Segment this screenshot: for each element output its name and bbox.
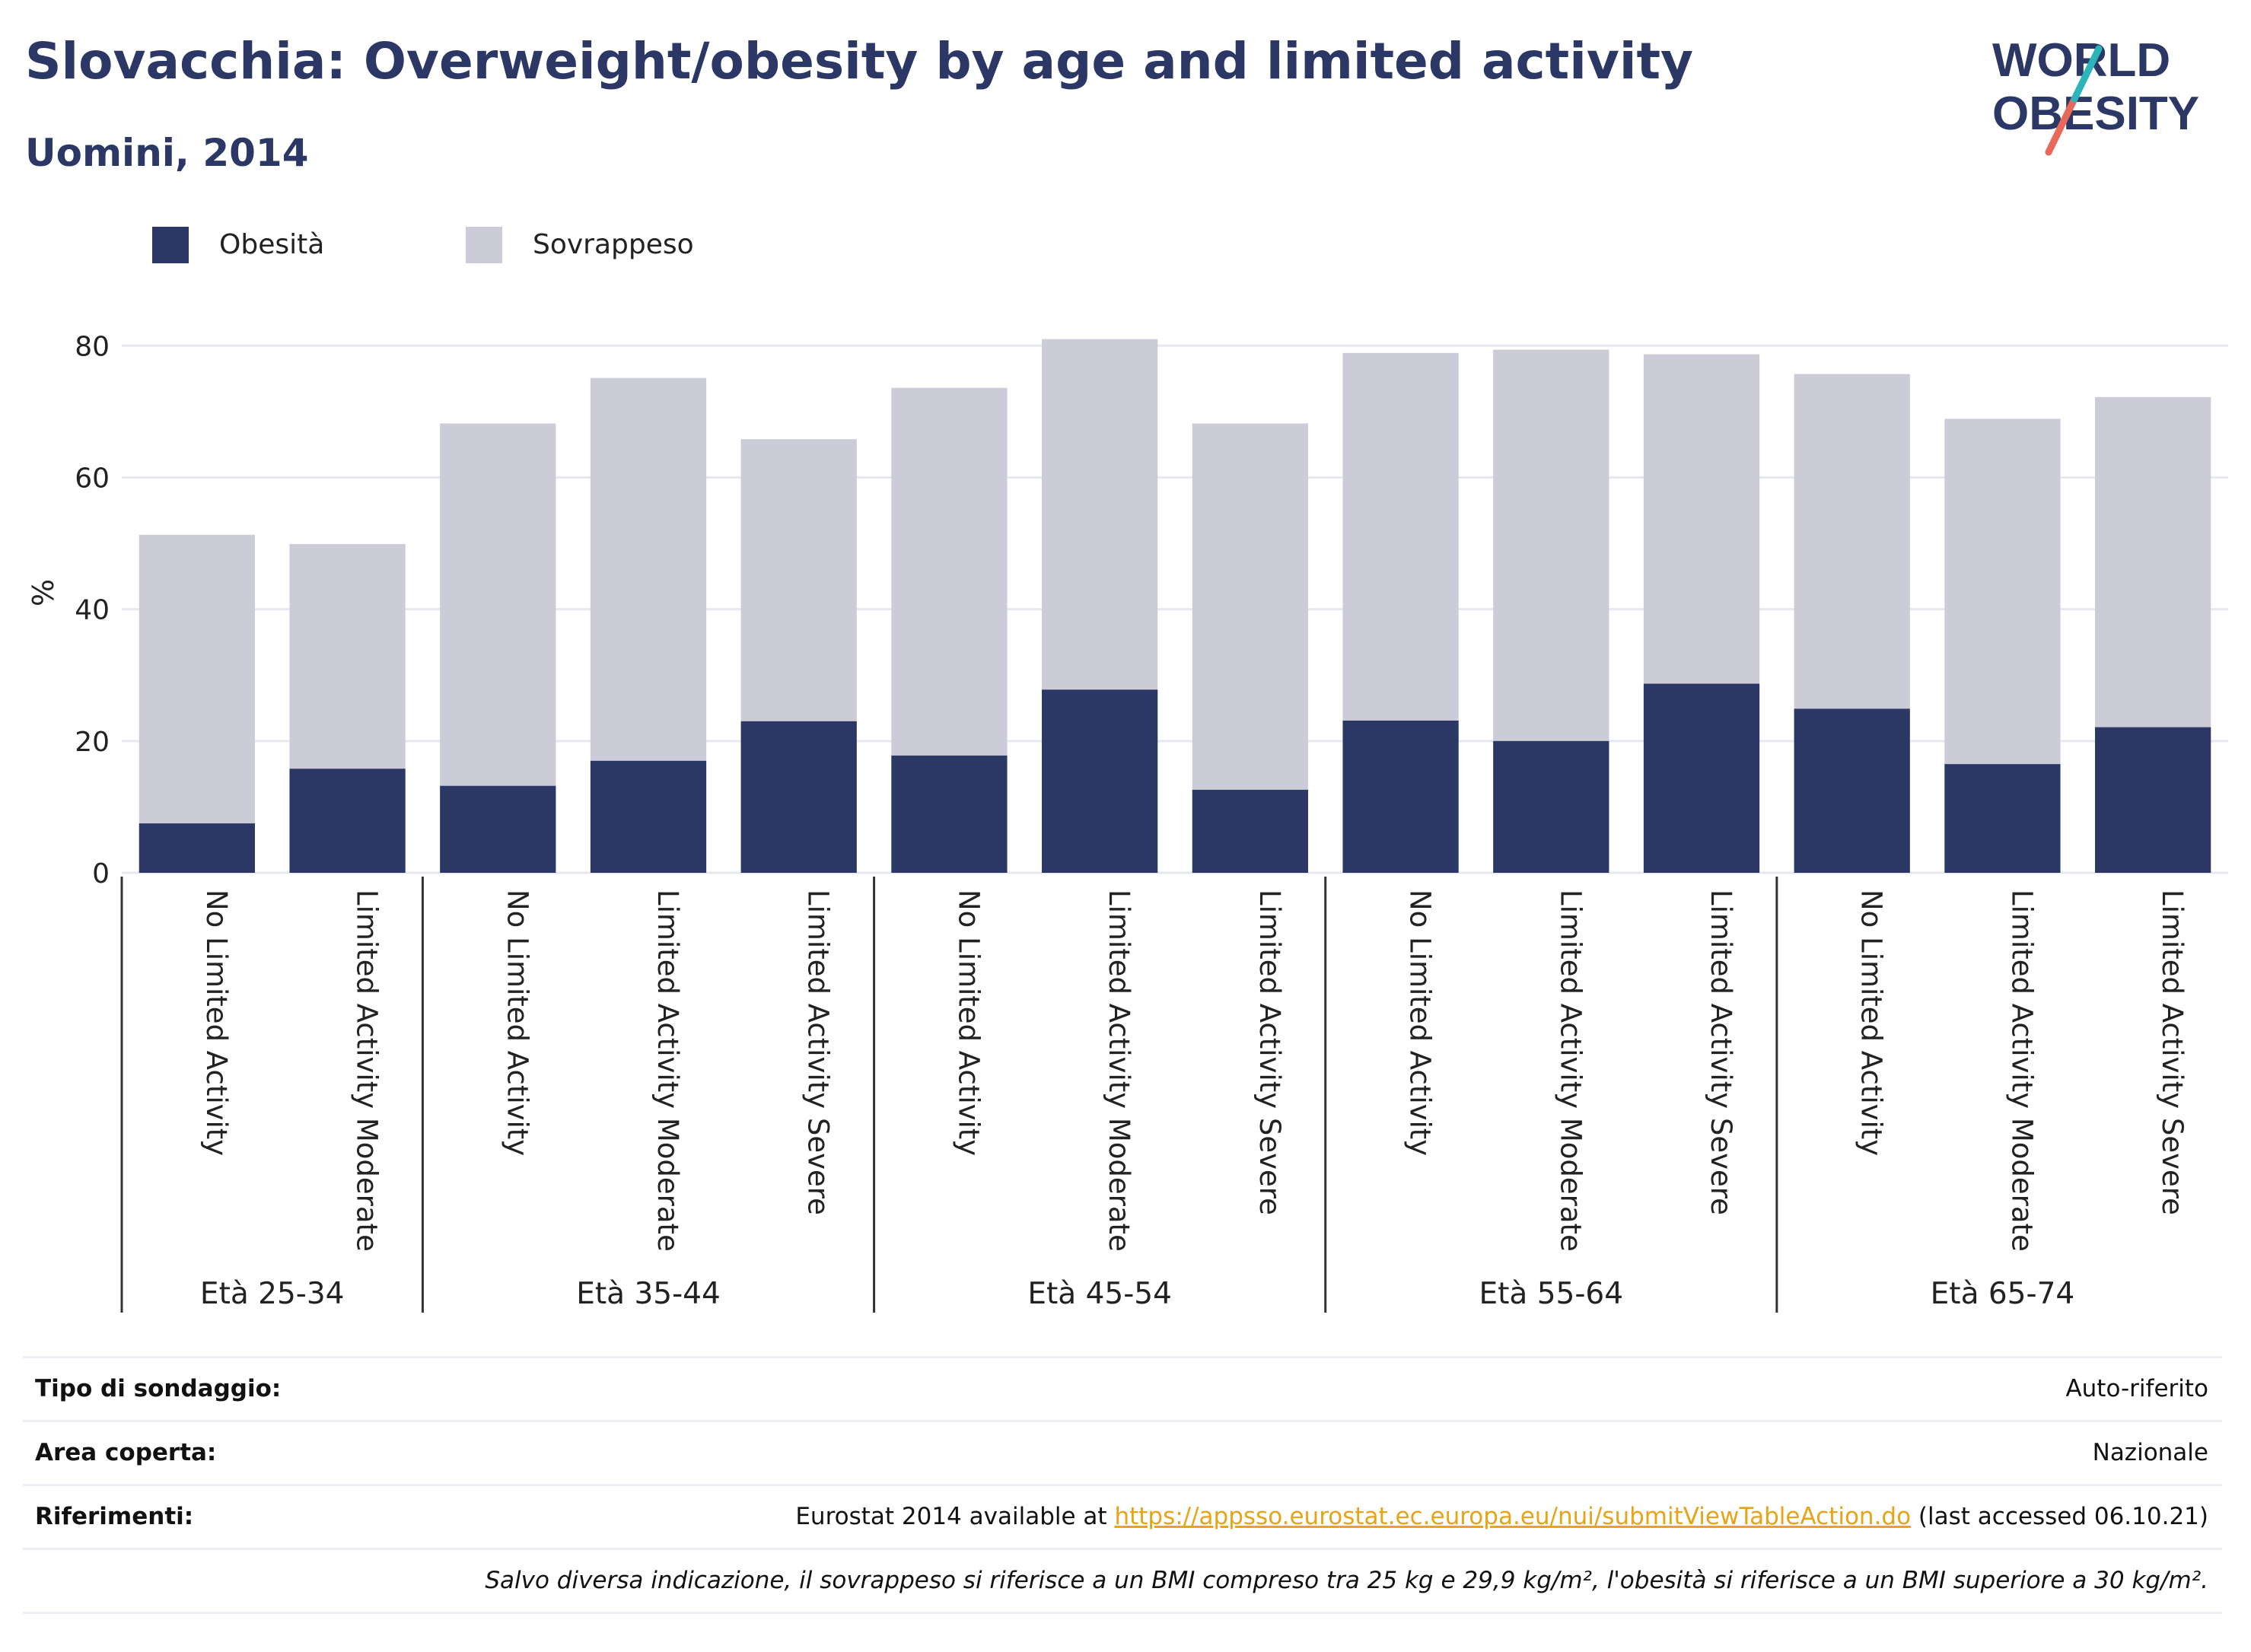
bar-overweight (2095, 396, 2211, 727)
y-tick-label: 60 (75, 463, 110, 494)
group-label: Età 35-44 (576, 1277, 721, 1311)
x-tick-label: No Limited Activity (1855, 890, 1888, 1156)
bar-obesity (1342, 720, 1459, 873)
x-tick-label: Limited Activity Moderate (351, 890, 384, 1252)
bar-obesity (590, 760, 707, 873)
x-tick-label: No Limited Activity (200, 890, 233, 1156)
references-link[interactable]: https://appsso.eurostat.ec.europa.eu/nui… (1114, 1503, 1912, 1530)
references-label: Riferimenti: (35, 1503, 194, 1530)
bar-overweight (289, 543, 406, 769)
bar-overweight (1643, 354, 1760, 684)
bar-obesity (1643, 683, 1760, 873)
group-label: Età 45-54 (1027, 1277, 1172, 1311)
page-title: Slovacchia: Overweight/obesity by age an… (25, 32, 1694, 91)
info-table: Tipo di sondaggio: Auto-riferito Area co… (23, 1356, 2222, 1614)
x-tick-label: Limited Activity Severe (1705, 890, 1737, 1215)
y-tick-label: 40 (75, 595, 110, 626)
bar-overweight (1493, 349, 1609, 741)
bar-obesity (1042, 689, 1158, 873)
references-value: Eurostat 2014 available at https://appss… (795, 1503, 2208, 1530)
bar-obesity (891, 755, 1008, 873)
bar-chart: 0 20 40 60 80% No Limited Activity Limited Act… (27, 331, 2228, 1313)
info-row-area: Area coperta: Nazionale (23, 1420, 2222, 1484)
bmi-note: Salvo diversa indicazione, il sovrappeso… (485, 1567, 2208, 1594)
x-tick-label: Limited Activity Moderate (651, 890, 684, 1252)
bar-overweight (1042, 339, 1158, 690)
survey-type-label: Tipo di sondaggio: (35, 1375, 282, 1402)
x-tick-label: Limited Activity Severe (2156, 890, 2189, 1215)
bar-overweight (1342, 352, 1459, 721)
bar-obesity (289, 769, 406, 873)
area-covered-value: Nazionale (2092, 1439, 2208, 1466)
bar-obesity (1944, 764, 2061, 873)
info-row-references: Riferimenti: Eurostat 2014 available at … (23, 1484, 2222, 1548)
world-obesity-logo: WORLD OBESITY (1992, 34, 2199, 156)
bar-obesity (440, 785, 556, 873)
bar-overweight (1944, 419, 2061, 765)
bar-obesity (1794, 708, 1910, 873)
bar-obesity (1192, 789, 1308, 873)
x-tick-label: No Limited Activity (952, 890, 985, 1156)
logo-line-2: OBESITY (1992, 88, 2199, 140)
info-row-note: Salvo diversa indicazione, il sovrappeso… (23, 1548, 2222, 1614)
bar-overweight (590, 377, 707, 761)
bar-overweight (440, 423, 556, 786)
bar-overweight (740, 439, 857, 721)
bar-obesity (1493, 740, 1609, 873)
legend-label-obesity: Obesità (219, 229, 325, 260)
group-label: Età 55-64 (1479, 1277, 1624, 1311)
x-tick-label: Limited Activity Moderate (1554, 890, 1587, 1252)
bar-obesity (138, 823, 255, 873)
legend-swatch-overweight (466, 227, 502, 263)
x-tick-label: Limited Activity Moderate (2005, 890, 2038, 1252)
survey-type-value: Auto-riferito (2065, 1375, 2208, 1402)
area-covered-label: Area coperta: (35, 1439, 217, 1466)
info-row-survey: Tipo di sondaggio: Auto-riferito (23, 1356, 2222, 1420)
bar-overweight (891, 387, 1008, 756)
references-prefix: Eurostat 2014 available at (795, 1503, 1115, 1530)
y-axis-label: % (27, 579, 60, 606)
y-tick-label: 80 (75, 331, 110, 362)
x-tick-label: No Limited Activity (501, 890, 533, 1156)
page-subtitle: Uomini, 2014 (25, 131, 309, 175)
references-suffix: (last accessed 06.10.21) (1911, 1503, 2208, 1530)
y-tick-label: 20 (75, 727, 110, 758)
y-tick-label: 0 (92, 858, 110, 890)
bar-overweight (1192, 423, 1308, 790)
x-tick-label: Limited Activity Moderate (1103, 890, 1135, 1252)
x-tick-label: Limited Activity Severe (1253, 890, 1286, 1215)
group-label: Età 65-74 (1931, 1277, 2075, 1311)
bar-obesity (2095, 727, 2211, 873)
bar-overweight (1794, 374, 1910, 709)
x-tick-label: No Limited Activity (1404, 890, 1437, 1156)
x-tick-label: Limited Activity Severe (802, 890, 835, 1215)
legend-label-overweight: Sovrappeso (533, 229, 694, 260)
legend-swatch-obesity (152, 227, 189, 263)
bar-obesity (740, 721, 857, 873)
group-label: Età 25-34 (200, 1277, 345, 1311)
bar-overweight (138, 534, 255, 824)
